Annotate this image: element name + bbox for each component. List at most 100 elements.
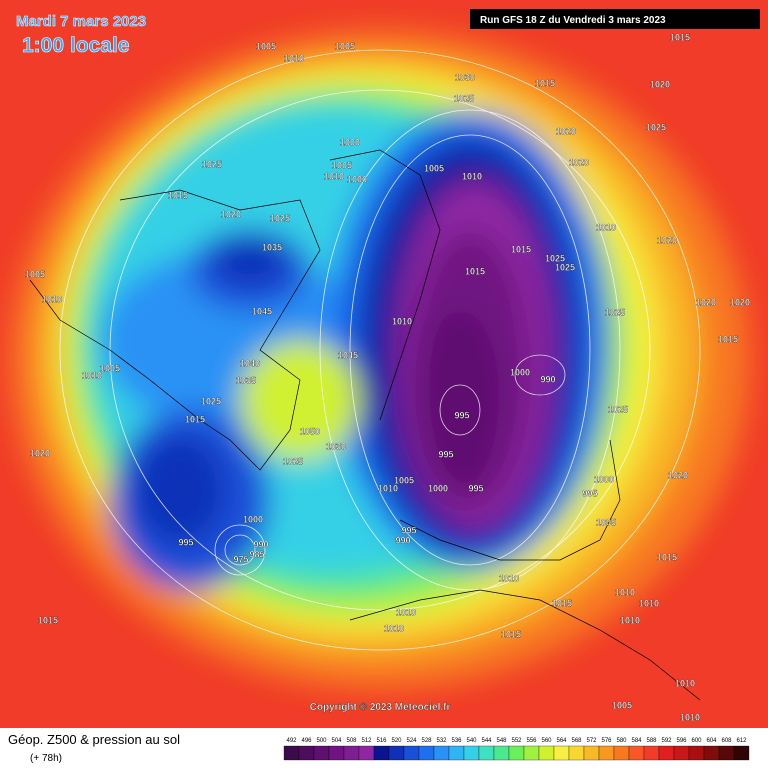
- isobar-label: 1005: [335, 41, 355, 51]
- scale-swatch: [313, 745, 330, 761]
- isobar-label: 975: [233, 554, 248, 564]
- scale-swatch: [703, 745, 720, 761]
- scale-swatch: [493, 745, 510, 761]
- scale-label: 516: [376, 738, 387, 744]
- isobar-label: 1025: [283, 456, 303, 466]
- scale-label: 536: [451, 738, 462, 744]
- scale-swatch: [508, 745, 525, 761]
- isobar-label: 1020: [730, 297, 750, 307]
- color-scale: 492 496 500 504 508 512 516 520 524 528 532 536 540 5…: [283, 738, 750, 761]
- isobar-label: 1015: [535, 78, 555, 88]
- field: [0, 0, 768, 728]
- isobar-label: 1020: [650, 79, 670, 89]
- scale-swatch: [733, 745, 750, 761]
- isobar-label: 995: [401, 525, 416, 535]
- isobar-label: 1010: [392, 316, 412, 326]
- run-banner: [470, 9, 760, 29]
- isobar-label: 1000: [347, 174, 367, 184]
- scale-label: 528: [421, 738, 432, 744]
- scale-label: 500: [316, 738, 327, 744]
- scale-label: 548: [496, 738, 507, 744]
- isobar-label: 1020: [668, 470, 688, 480]
- scale-swatch: [418, 745, 435, 761]
- isobar-label: 995: [468, 483, 483, 493]
- isobar-label: 995: [438, 449, 453, 459]
- isobar-label: 1010: [596, 222, 616, 232]
- scale-swatch: [673, 745, 690, 761]
- isobar-label: 1000: [340, 137, 360, 147]
- isobar-label: 1010: [639, 598, 659, 608]
- scale-swatch: [553, 745, 570, 761]
- scale-label: 580: [616, 738, 627, 744]
- isobar-label: 1010: [82, 370, 102, 380]
- scale-swatch: [373, 745, 390, 761]
- scale-swatch: [568, 745, 585, 761]
- isobar-label: 1025: [646, 122, 666, 132]
- isobar-label: 1015: [657, 552, 677, 562]
- scale-label: 596: [676, 738, 687, 744]
- isobar-label: 1020: [696, 297, 716, 307]
- scale-swatch: [283, 745, 300, 761]
- scale-swatch: [523, 745, 540, 761]
- scale-swatch: [358, 745, 375, 761]
- isobar-label: 1030: [326, 441, 346, 451]
- scale-label: 512: [361, 738, 372, 744]
- isobar-label: 985: [249, 549, 264, 559]
- time: 1:00 locale: [22, 34, 129, 57]
- isobar-label: 1010: [615, 587, 635, 597]
- scale-label: 544: [481, 738, 492, 744]
- scale-label: 496: [301, 738, 312, 744]
- isobar-label: 1045: [252, 306, 272, 316]
- isobar-label: 1010: [384, 623, 404, 633]
- isobar-label: 1025: [608, 404, 628, 414]
- contours: [59, 49, 701, 651]
- scale-swatch: [433, 745, 450, 761]
- isobar-label: 1015: [552, 598, 572, 608]
- isobar-label: 1020: [657, 235, 677, 245]
- isobar-label: 1045: [338, 350, 358, 360]
- isobar-label: 1010: [462, 171, 482, 181]
- scale-swatch: [343, 745, 360, 761]
- scale-swatch: [298, 745, 315, 761]
- isobar-label: 1015: [501, 629, 521, 639]
- isobar-label: 1005: [394, 475, 414, 485]
- isobar-label: 990: [395, 535, 410, 545]
- isobar-label: 1025: [454, 93, 474, 103]
- isobar-label: 1020: [569, 157, 589, 167]
- isobar-label: 1015: [168, 190, 188, 200]
- isobar-label: 1015: [511, 244, 531, 254]
- scale-swatch: [643, 745, 660, 761]
- isobar-label: 1020: [221, 209, 241, 219]
- scale-label: 532: [436, 738, 447, 744]
- isobar-label: 1015: [38, 615, 58, 625]
- lead-time: (+ 78h): [30, 753, 62, 764]
- isobar-label: 1000: [428, 483, 448, 493]
- scale-swatch: [628, 745, 645, 761]
- scale-swatch: [583, 745, 600, 761]
- scale-swatch: [658, 745, 675, 761]
- isobar-label: 1025: [555, 262, 575, 272]
- footer-title: Géop. Z500 & pression au sol: [8, 732, 180, 747]
- isobar-label: 995: [454, 410, 469, 420]
- scale-swatch: [448, 745, 465, 761]
- scale-label: 584: [631, 738, 642, 744]
- scale-label: 552: [511, 738, 522, 744]
- scale-swatch: [403, 745, 420, 761]
- scale-label: 568: [571, 738, 582, 744]
- isobar-label: 1015: [670, 32, 690, 42]
- isobar-label: 1010: [675, 678, 695, 688]
- scale-swatch: [598, 745, 615, 761]
- isobar-label: 1005: [100, 363, 120, 373]
- copyright: Copyright © 2023 Meteociel.fr: [310, 702, 451, 713]
- isobar-label: 1005: [25, 269, 45, 279]
- run: Run GFS 18 Z du Vendredi 3 mars 2023: [480, 15, 666, 26]
- isobar-label: 1005: [612, 700, 632, 710]
- scale-label: 604: [706, 738, 717, 744]
- isobar-label: 995: [178, 537, 193, 547]
- scale-label: 608: [721, 738, 732, 744]
- scale-label: 556: [526, 738, 537, 744]
- isobar-label: 1005: [596, 517, 616, 527]
- isobar-label: 1010: [499, 573, 519, 583]
- isobar-label: 1010: [396, 607, 416, 617]
